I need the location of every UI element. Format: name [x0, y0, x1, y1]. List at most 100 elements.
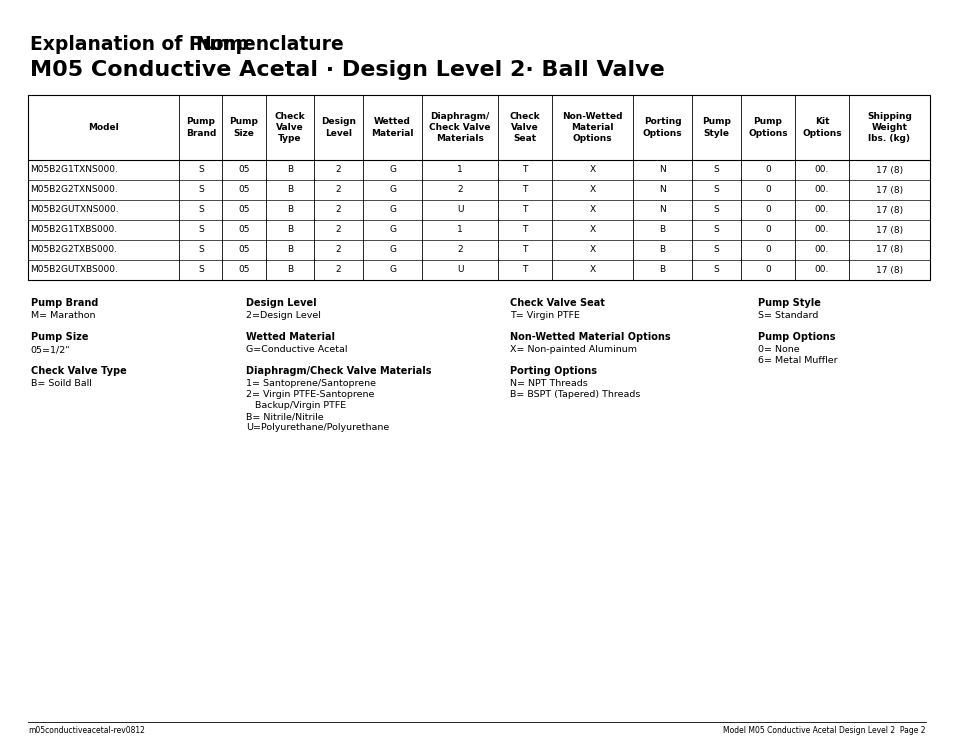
Text: 17 (8): 17 (8)	[875, 185, 902, 195]
Text: S: S	[713, 226, 719, 235]
Text: 05=1/2": 05=1/2"	[30, 345, 70, 354]
Text: B: B	[659, 226, 665, 235]
Text: X: X	[589, 266, 595, 275]
Text: 05: 05	[238, 205, 250, 215]
Text: 00.: 00.	[814, 165, 828, 174]
Text: 17 (8): 17 (8)	[875, 246, 902, 255]
Text: 05: 05	[238, 185, 250, 195]
Text: Model: Model	[88, 123, 119, 132]
Text: T: T	[521, 205, 527, 215]
Text: G=Conductive Acetal: G=Conductive Acetal	[246, 345, 347, 354]
Text: G: G	[389, 205, 395, 215]
Text: 17 (8): 17 (8)	[875, 205, 902, 215]
Text: 05: 05	[238, 246, 250, 255]
Text: M= Marathon: M= Marathon	[30, 311, 95, 320]
Text: 2: 2	[335, 266, 341, 275]
Text: Check
Valve
Type: Check Valve Type	[274, 112, 305, 143]
Text: 17 (8): 17 (8)	[875, 266, 902, 275]
Text: 00.: 00.	[814, 246, 828, 255]
Text: X: X	[589, 226, 595, 235]
Text: Check Valve Seat: Check Valve Seat	[510, 298, 604, 308]
Text: Pump
Options: Pump Options	[747, 117, 787, 137]
Text: Non-Wetted
Material
Options: Non-Wetted Material Options	[561, 112, 622, 143]
Text: Model M05 Conductive Acetal Design Level 2  Page 2: Model M05 Conductive Acetal Design Level…	[722, 726, 925, 735]
Text: S: S	[713, 246, 719, 255]
Text: 05: 05	[238, 226, 250, 235]
Text: 00.: 00.	[814, 266, 828, 275]
Text: S: S	[198, 226, 204, 235]
Text: T= Virgin PTFE: T= Virgin PTFE	[510, 311, 579, 320]
Text: S: S	[198, 266, 204, 275]
Text: Check
Valve
Seat: Check Valve Seat	[509, 112, 539, 143]
Text: G: G	[389, 246, 395, 255]
Text: U: U	[456, 266, 463, 275]
Text: X= Non-painted Aluminum: X= Non-painted Aluminum	[510, 345, 637, 354]
Text: Pump
Style: Pump Style	[701, 117, 730, 137]
Text: T: T	[521, 226, 527, 235]
Text: 00.: 00.	[814, 205, 828, 215]
Text: Design
Level: Design Level	[321, 117, 355, 137]
Text: S: S	[713, 266, 719, 275]
Text: Pump
Size: Pump Size	[230, 117, 258, 137]
Text: Wetted
Material: Wetted Material	[371, 117, 414, 137]
Text: 00.: 00.	[814, 226, 828, 235]
Text: 6= Metal Muffler: 6= Metal Muffler	[758, 356, 837, 365]
Text: M05B2G1TXBS000.: M05B2G1TXBS000.	[30, 226, 117, 235]
Text: Check Valve Type: Check Valve Type	[30, 366, 126, 376]
Text: T: T	[521, 266, 527, 275]
Text: 17 (8): 17 (8)	[875, 226, 902, 235]
Text: Pump Brand: Pump Brand	[30, 298, 98, 308]
Text: 2: 2	[335, 205, 341, 215]
Text: B: B	[287, 266, 293, 275]
Text: X: X	[589, 205, 595, 215]
Text: Kit
Options: Kit Options	[801, 117, 841, 137]
Text: G: G	[389, 165, 395, 174]
Text: Pump
Brand: Pump Brand	[186, 117, 215, 137]
Text: X: X	[589, 246, 595, 255]
Text: 00.: 00.	[814, 185, 828, 195]
Text: G: G	[389, 266, 395, 275]
Text: N= NPT Threads: N= NPT Threads	[510, 379, 587, 388]
Text: Porting Options: Porting Options	[510, 366, 597, 376]
Text: M05 Conductive Acetal · Design Level 2· Ball Valve: M05 Conductive Acetal · Design Level 2· …	[30, 60, 664, 80]
Text: 0: 0	[764, 165, 770, 174]
Text: T: T	[521, 246, 527, 255]
Text: Pump Size: Pump Size	[30, 332, 88, 342]
Text: U: U	[456, 205, 463, 215]
Text: M05B2GUTXNS000.: M05B2GUTXNS000.	[30, 205, 118, 215]
Text: 1: 1	[456, 226, 462, 235]
Text: 0: 0	[764, 205, 770, 215]
Text: 2: 2	[456, 185, 462, 195]
Text: 2: 2	[456, 246, 462, 255]
Text: S= Standard: S= Standard	[758, 311, 818, 320]
Text: Design Level: Design Level	[246, 298, 316, 308]
Text: S: S	[198, 165, 204, 174]
Text: N: N	[659, 185, 665, 195]
Text: 0: 0	[764, 226, 770, 235]
Text: G: G	[389, 185, 395, 195]
Text: 2: 2	[335, 226, 341, 235]
Text: X: X	[589, 185, 595, 195]
Text: S: S	[198, 246, 204, 255]
Text: 0: 0	[764, 185, 770, 195]
Text: Explanation of Pump: Explanation of Pump	[30, 35, 255, 54]
Text: T: T	[521, 185, 527, 195]
Text: 05: 05	[238, 165, 250, 174]
Text: 1= Santoprene/Santoprene: 1= Santoprene/Santoprene	[246, 379, 375, 388]
Text: T: T	[521, 165, 527, 174]
Text: G: G	[389, 226, 395, 235]
Text: S: S	[713, 165, 719, 174]
Text: 1: 1	[456, 165, 462, 174]
Text: B= Nitrile/Nitrile: B= Nitrile/Nitrile	[246, 412, 323, 421]
Text: M05B2G2TXNS000.: M05B2G2TXNS000.	[30, 185, 117, 195]
Text: B= BSPT (Tapered) Threads: B= BSPT (Tapered) Threads	[510, 390, 640, 399]
Text: 2=Design Level: 2=Design Level	[246, 311, 320, 320]
Text: 17 (8): 17 (8)	[875, 165, 902, 174]
Bar	[28, 95, 929, 280]
Text: B: B	[287, 226, 293, 235]
Text: U=Polyurethane/Polyurethane: U=Polyurethane/Polyurethane	[246, 423, 389, 432]
Text: Non-Wetted Material Options: Non-Wetted Material Options	[510, 332, 670, 342]
Text: M05B2G1TXNS000.: M05B2G1TXNS000.	[30, 165, 118, 174]
Text: m05conductiveacetal-rev0812: m05conductiveacetal-rev0812	[28, 726, 145, 735]
Text: 2: 2	[335, 165, 341, 174]
